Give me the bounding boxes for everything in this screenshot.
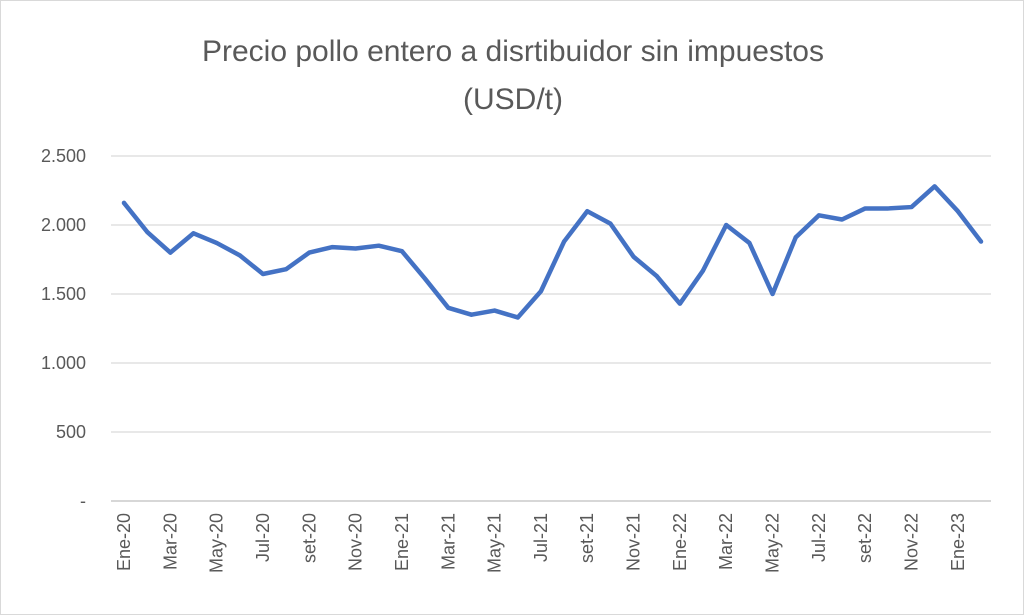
data-point xyxy=(145,229,150,234)
data-point xyxy=(562,239,567,244)
gridlines xyxy=(111,155,991,502)
y-axis-ticks: - 500 1.000 1.500 2.000 2.500 xyxy=(41,146,86,511)
data-point xyxy=(955,209,960,214)
x-tick-label: Mar-21 xyxy=(438,513,458,570)
data-point xyxy=(353,246,358,251)
x-tick-label: Nov-20 xyxy=(346,513,366,571)
y-tick-label: 2.000 xyxy=(41,215,86,235)
x-tick-label: set-20 xyxy=(299,513,319,563)
chart-title-line-2: (USD/t) xyxy=(463,83,563,116)
data-point xyxy=(214,240,219,245)
data-point xyxy=(492,308,497,313)
data-point xyxy=(284,267,289,272)
data-point xyxy=(122,200,126,205)
data-point xyxy=(793,235,798,240)
data-point xyxy=(608,221,613,226)
data-point xyxy=(886,206,891,211)
data-point xyxy=(237,253,242,258)
data-point xyxy=(399,249,404,254)
y-tick-label: 500 xyxy=(56,422,86,442)
y-tick-label: 2.500 xyxy=(41,146,86,166)
data-point xyxy=(538,289,543,294)
data-point xyxy=(816,213,821,218)
data-point xyxy=(330,245,335,250)
x-tick-label: set-21 xyxy=(577,513,597,563)
data-point xyxy=(747,240,752,245)
data-point xyxy=(979,239,983,244)
data-point xyxy=(677,301,682,306)
data-point xyxy=(631,254,636,259)
data-point xyxy=(724,223,729,227)
data-point xyxy=(585,209,590,214)
x-tick-label: May-22 xyxy=(763,513,783,573)
x-tick-label: Ene-21 xyxy=(392,513,412,571)
data-point xyxy=(909,205,914,210)
data-point xyxy=(307,250,312,255)
data-point xyxy=(515,315,520,320)
x-axis-ticks: Ene-20 Mar-20 May-20 Jul-20 set-20 Nov-20 Ene-… xyxy=(114,513,968,573)
data-point xyxy=(191,231,196,236)
data-point xyxy=(770,292,775,296)
data-point xyxy=(168,250,173,255)
x-tick-label: Jul-22 xyxy=(809,513,829,562)
data-point xyxy=(701,268,706,273)
series-layer xyxy=(121,184,984,320)
x-tick-label: set-22 xyxy=(855,513,875,563)
x-tick-label: May-21 xyxy=(485,513,505,573)
x-tick-label: Mar-22 xyxy=(716,513,736,570)
data-point xyxy=(932,184,937,189)
x-tick-label: Jul-20 xyxy=(253,513,273,562)
data-point xyxy=(469,312,474,317)
y-tick-label: 1.000 xyxy=(41,353,86,373)
x-tick-label: Nov-22 xyxy=(902,513,922,571)
data-point xyxy=(840,217,845,222)
y-tick-label: - xyxy=(80,491,86,511)
x-tick-label: Ene-23 xyxy=(948,513,968,571)
series-line xyxy=(121,184,984,320)
data-point xyxy=(446,305,451,310)
data-point xyxy=(376,243,381,248)
x-tick-label: Jul-21 xyxy=(531,513,551,562)
data-point xyxy=(260,271,265,276)
x-tick-label: Ene-20 xyxy=(114,513,134,571)
y-tick-label: 1.500 xyxy=(41,284,86,304)
x-tick-label: Nov-21 xyxy=(624,513,644,571)
data-point xyxy=(423,276,428,281)
x-tick-label: Ene-22 xyxy=(670,513,690,571)
x-tick-label: Mar-20 xyxy=(160,513,180,570)
data-point xyxy=(863,206,868,211)
data-point xyxy=(654,274,659,279)
x-tick-label: May-20 xyxy=(207,513,227,573)
chart-title-line-1: Precio pollo entero a disrtibuidor sin i… xyxy=(202,35,824,68)
